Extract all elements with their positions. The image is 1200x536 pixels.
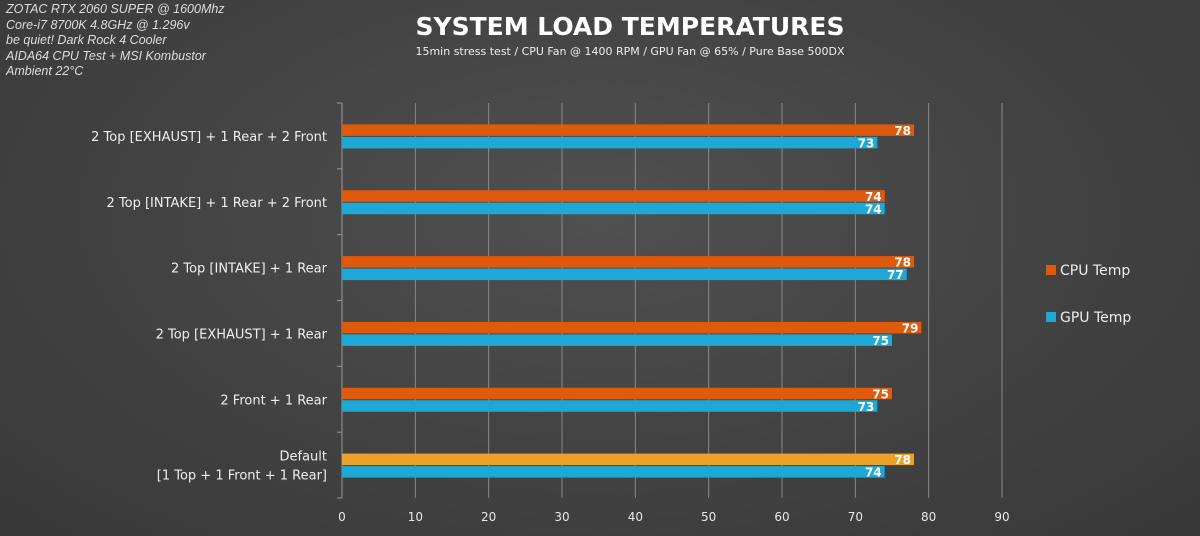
data-label: 73 [858,136,875,150]
category-label: 2 Front + 1 Rear [220,393,327,408]
legend-swatch [1046,265,1056,275]
legend-label: CPU Temp [1060,263,1130,279]
x-tick-label: 80 [921,510,936,524]
data-label: 75 [872,387,889,401]
category-label: Default [280,450,328,465]
data-label: 74 [865,466,882,480]
x-tick-label: 20 [481,510,496,524]
data-label: 78 [894,453,911,467]
x-tick-label: 40 [628,510,643,524]
bar-gpu-temp [342,136,878,149]
bar-gpu-temp [342,466,885,478]
chart-subtitle: 15min stress test / CPU Fan @ 1400 RPM /… [415,45,845,58]
chart-title: SYSTEM LOAD TEMPERATURES [415,12,845,41]
category-label: 2 Top [EXHAUST] + 1 Rear + 2 Front [91,130,327,145]
note-line: Core-i7 8700K 4.8GHz @ 1.296v [6,17,190,32]
note-line: be quiet! Dark Rock 4 Cooler [6,33,167,47]
category-label: [1 Top + 1 Front + 1 Rear] [157,469,327,484]
category-label: 2 Top [INTAKE] + 1 Rear [171,262,328,277]
category-label: 2 Top [EXHAUST] + 1 Rear [156,327,328,342]
test-setup-notes: ZOTAC RTX 2060 SUPER @ 1600Mhz Core-i7 87… [6,2,225,80]
note-line: AIDA64 CPU Test + MSI Kombustor [6,48,206,63]
legend-swatch [1046,312,1056,322]
data-label: 78 [894,256,911,270]
bar-cpu-temp [342,124,914,136]
bar-cpu-temp [342,453,914,466]
x-tick-label: 0 [338,510,346,524]
bar-cpu-temp [342,321,922,334]
x-tick-label: 50 [701,510,716,524]
x-tick-label: 60 [774,510,789,524]
x-tick-label: 10 [408,510,423,524]
note-line: Ambient 22°C [6,64,84,78]
bar-gpu-temp [342,268,907,281]
bar-gpu-temp [342,202,885,215]
category-label: 2 Top [INTAKE] + 1 Rear + 2 Front [107,196,328,211]
data-label: 73 [858,400,875,414]
bar-gpu-temp [342,400,878,412]
legend-label: GPU Temp [1060,310,1131,326]
bar-cpu-temp [342,256,914,268]
note-line: ZOTAC RTX 2060 SUPER @ 1600Mhz [6,2,225,16]
data-label: 77 [887,268,904,282]
data-label: 74 [865,202,882,216]
x-tick-label: 90 [994,510,1009,524]
data-label: 74 [865,190,882,204]
data-label: 75 [872,334,889,348]
bar-cpu-temp [342,190,885,202]
x-tick-label: 70 [848,510,863,524]
x-tick-label: 30 [554,510,569,524]
bar-cpu-temp [342,387,892,400]
bar-gpu-temp [342,334,892,346]
data-label: 79 [902,321,919,335]
data-label: 78 [894,124,911,138]
